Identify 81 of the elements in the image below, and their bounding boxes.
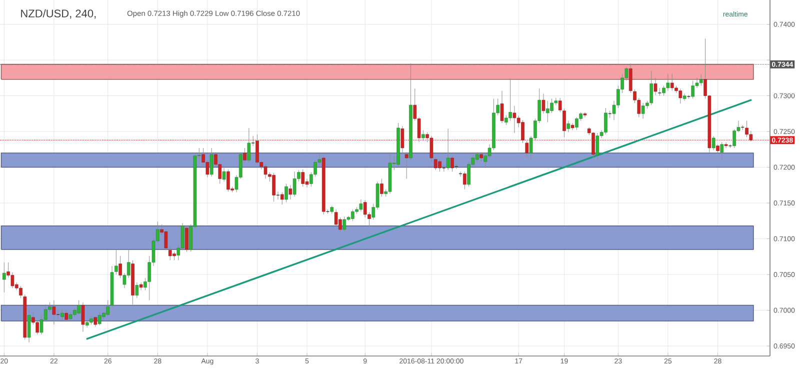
candlestick [168, 246, 172, 260]
candlestick [64, 310, 68, 322]
candlestick [243, 148, 246, 164]
candlestick [2, 262, 6, 293]
candlestick [114, 249, 118, 275]
candlestick [36, 320, 39, 335]
candlestick [475, 152, 479, 163]
candlestick [118, 256, 122, 278]
candlestick [94, 315, 98, 327]
candlestick [264, 162, 268, 179]
candlestick [558, 98, 562, 112]
text: NZD/USD, 240, [21, 9, 96, 19]
candlestick [164, 229, 168, 250]
candlestick [10, 272, 14, 288]
candlestick [628, 63, 632, 94]
candlestick [641, 102, 645, 119]
candlestick [106, 300, 110, 317]
candlestick [247, 128, 251, 163]
candlestick [480, 152, 483, 162]
candlestick [450, 156, 454, 172]
candlestick [583, 112, 587, 118]
candlestick [562, 108, 566, 138]
candlestick [525, 140, 529, 158]
candlestick [226, 169, 230, 192]
candlestick [463, 171, 466, 190]
candlestick [654, 78, 658, 96]
candlestick [678, 88, 682, 104]
candlestick [284, 183, 288, 203]
candlestick [60, 309, 64, 321]
candlestick [542, 93, 546, 114]
candlestick [98, 312, 102, 326]
candlestick [251, 136, 255, 146]
candlestick [422, 130, 425, 140]
candlestick [566, 120, 570, 132]
candlestick [724, 142, 728, 148]
candlestick [500, 90, 504, 124]
candlestick [27, 309, 31, 343]
candlestick [720, 142, 724, 160]
candlestick [508, 78, 512, 122]
candlestick [699, 74, 703, 86]
candlestick [570, 122, 574, 130]
candlestick [712, 136, 716, 150]
candlestick [446, 128, 450, 170]
candlestick [359, 199, 363, 212]
candlestick [546, 100, 550, 122]
candlestick [135, 282, 139, 298]
candlestick [434, 157, 438, 170]
candlestick [210, 148, 214, 177]
candlestick [222, 168, 226, 182]
candlestick [272, 172, 276, 202]
candlestick [56, 310, 60, 320]
candlestick [292, 171, 296, 197]
candlestick [301, 169, 305, 187]
candlestick [521, 120, 524, 144]
candlestick [280, 192, 284, 205]
candlestick [404, 152, 408, 179]
candlestick [575, 116, 578, 130]
candlestick [400, 126, 404, 155]
candlestick [380, 178, 384, 197]
candlestick [666, 73, 670, 92]
candlestick [438, 159, 442, 172]
candlestick [592, 132, 595, 158]
candlestick [682, 93, 686, 102]
candlestick [745, 120, 748, 138]
candlestick [139, 282, 143, 290]
candlestick [185, 226, 188, 252]
candlestick [670, 73, 674, 92]
candlestick [52, 300, 56, 325]
candlestick [256, 134, 259, 165]
candlestick [19, 286, 22, 298]
candlestick [363, 200, 367, 218]
candlestick [504, 114, 508, 126]
candlestick [81, 302, 85, 332]
candlestick [512, 106, 516, 134]
candlestick [334, 209, 338, 227]
candlestick [77, 300, 80, 315]
candlestick [288, 184, 292, 200]
candlestick [650, 70, 653, 106]
candlestick [430, 136, 434, 163]
candlestick [749, 130, 753, 142]
candlestick [596, 132, 600, 160]
